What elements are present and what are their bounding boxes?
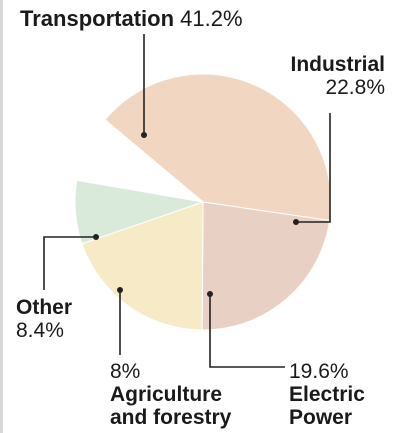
slice-value: 8%	[110, 360, 141, 383]
slice-label: Transportation	[20, 6, 175, 31]
slice-value: 19.6%	[289, 360, 349, 383]
leader-dot-electric-power	[207, 291, 213, 297]
label-transportation: Transportation 41.2%	[20, 7, 243, 30]
label-industrial: Industrial 22.8%	[290, 53, 385, 99]
leader-line-industrial	[296, 113, 331, 223]
slice-label-line-2: and forestry	[110, 406, 232, 429]
leader-line-other	[43, 236, 96, 290]
label-agriculture: 8% Agriculture and forestry	[110, 360, 231, 429]
slice-value: 41.2%	[180, 6, 243, 31]
slice-label-line-1: Agriculture	[110, 383, 223, 406]
slice-label: Other	[16, 296, 73, 319]
pie-slice-industrial	[201, 201, 331, 331]
slice-label: Industrial	[290, 53, 385, 76]
leader-line-electric-power	[209, 294, 285, 368]
pie-slice-electric-power	[81, 201, 204, 331]
slice-value: 22.8%	[325, 76, 385, 99]
slice-value: 8.4%	[16, 319, 64, 342]
leader-dot-industrial	[293, 219, 299, 225]
label-electric-power: 19.6% Electric Power	[289, 360, 365, 429]
frame-border	[0, 0, 3, 433]
slice-label-line-2: Power	[289, 406, 353, 429]
leader-dot-transportation	[141, 132, 147, 138]
leader-dot-agriculture	[117, 287, 123, 293]
leader-dot-other	[93, 234, 99, 240]
slice-label-line-1: Electric	[289, 383, 365, 406]
pie-slice-other	[76, 119, 205, 203]
label-other: Other 8.4%	[16, 296, 72, 342]
pie-slice-transportation	[104, 73, 332, 222]
